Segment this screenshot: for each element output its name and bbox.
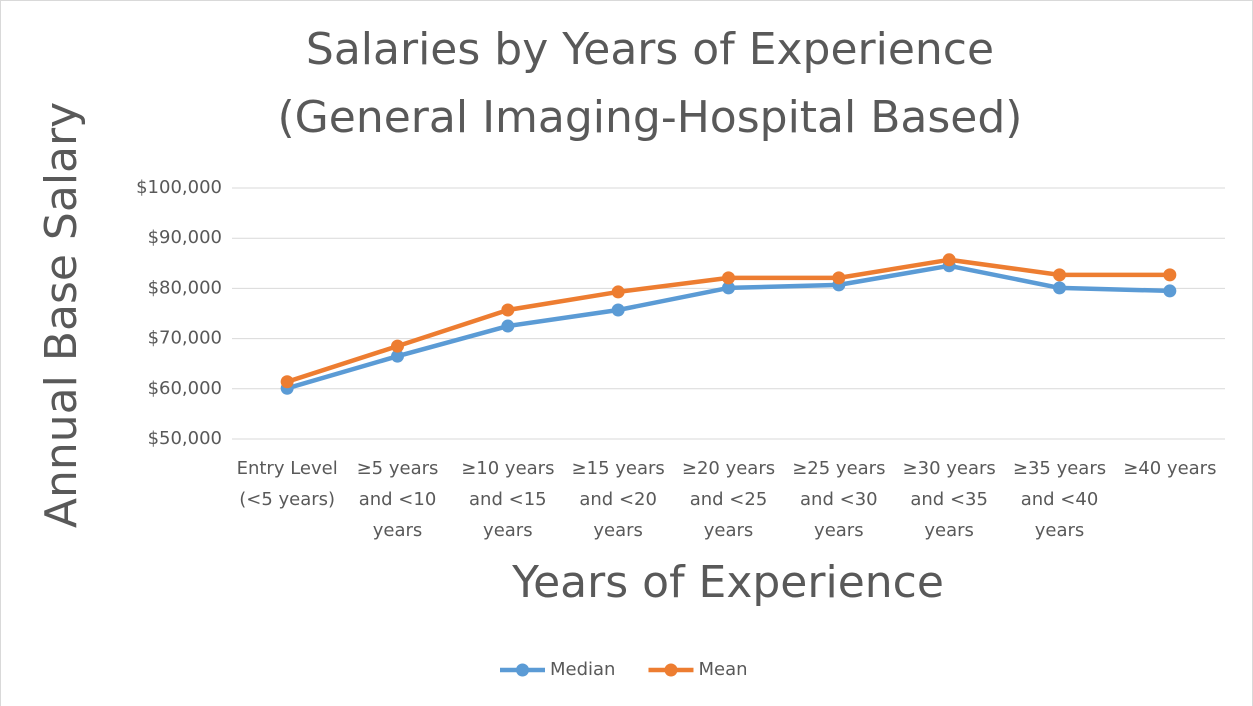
marker: [501, 303, 515, 317]
marker: [501, 319, 515, 333]
legend-label: Median: [550, 659, 615, 680]
y-axis-label: Annual Base Salary: [36, 102, 87, 528]
marker: [1053, 268, 1066, 282]
marker: [1053, 281, 1066, 295]
legend-marker: [516, 663, 529, 677]
marker: [1163, 284, 1177, 298]
legend-marker: [664, 663, 678, 677]
y-tick-label: $60,000: [148, 378, 222, 399]
x-tick-label: ≥15 years and <20 years: [571, 458, 665, 541]
y-tick-label: $70,000: [148, 328, 222, 349]
legend-label: Mean: [698, 659, 747, 680]
marker: [611, 303, 625, 317]
x-tick-label: ≥20 years and <25 years: [681, 458, 776, 541]
marker: [722, 281, 735, 295]
x-tick-label: Entry Level (<5 years): [236, 458, 338, 510]
marker: [722, 271, 735, 285]
y-tick-label: $80,000: [148, 277, 222, 298]
marker: [832, 271, 846, 285]
marker: [942, 253, 956, 267]
x-tick-label: ≥40 years: [1123, 458, 1217, 479]
x-tick-label: ≥5 years and <10 years: [356, 458, 439, 541]
marker: [280, 375, 294, 389]
x-tick-label: ≥35 years and <40 years: [1012, 458, 1107, 541]
chart-title: (General Imaging-Hospital Based): [278, 92, 1023, 143]
x-tick-label: ≥30 years and <35 years: [902, 458, 996, 541]
chart-title: Salaries by Years of Experience: [306, 24, 994, 75]
marker: [391, 339, 404, 353]
x-tick-label: ≥10 years and <15 years: [461, 458, 555, 541]
marker: [611, 285, 625, 299]
y-tick-label: $90,000: [148, 227, 222, 248]
x-tick-label: ≥25 years and <30 years: [792, 458, 886, 541]
marker: [1163, 268, 1177, 282]
marker: [391, 349, 404, 363]
x-axis-label: Years of Experience: [511, 557, 944, 608]
y-tick-label: $50,000: [148, 428, 222, 449]
y-tick-label: $100,000: [136, 177, 222, 198]
